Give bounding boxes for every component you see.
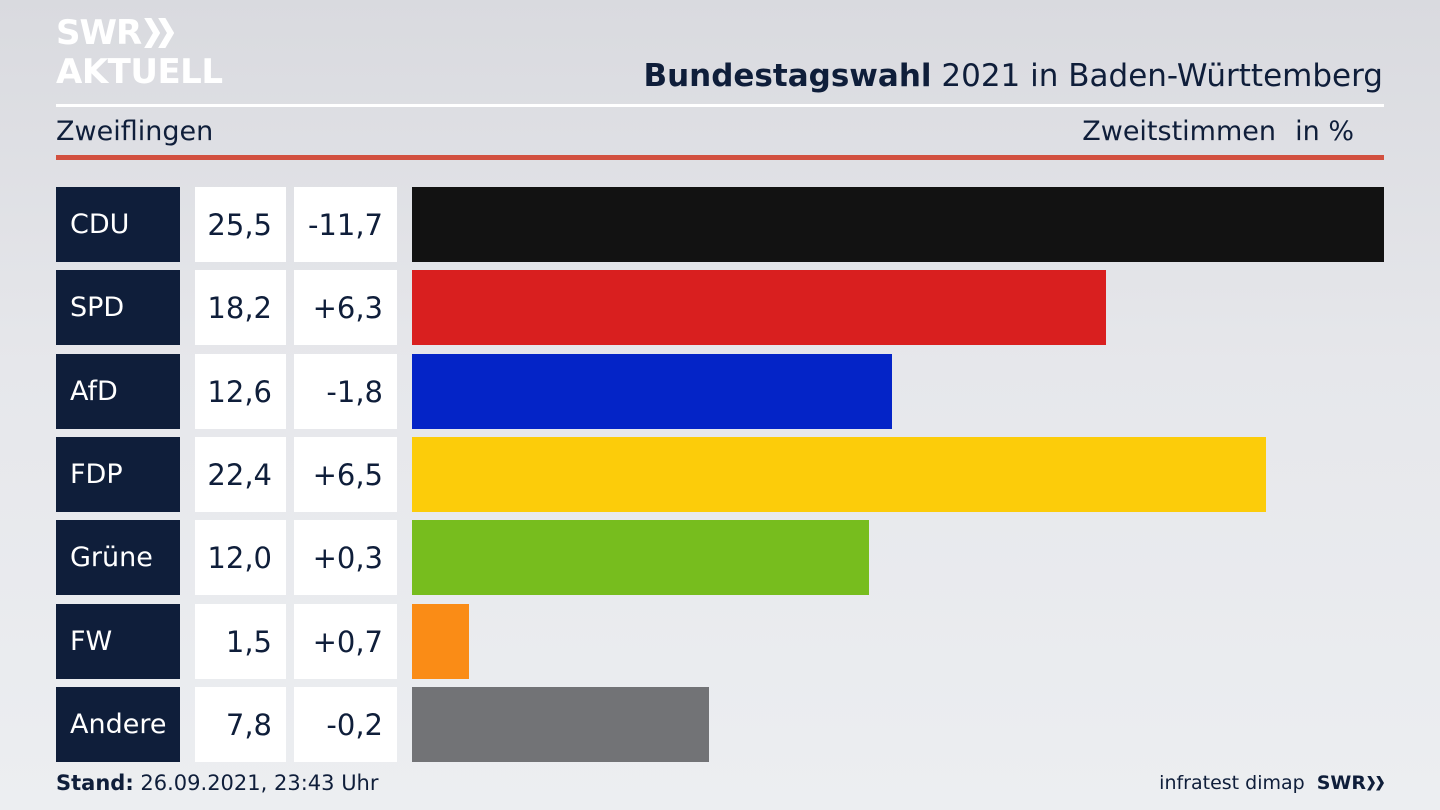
logo-top-line: SWR (56, 14, 223, 52)
party-label: Grüne (56, 520, 180, 595)
chart-title-bold: Bundestagswahl (643, 58, 932, 94)
vote-share-label: 12,6 (195, 354, 286, 429)
region-label: Zweiflingen (56, 116, 214, 147)
vote-share-label: 22,4 (195, 437, 286, 512)
party-label: SPD (56, 270, 180, 345)
result-row: SPD 18,2 +6,3 (56, 270, 1384, 345)
footer-chevron-icon (1376, 775, 1384, 791)
vote-share-bar (412, 520, 869, 595)
swr-footer-logo: SWR (1317, 772, 1384, 794)
party-label: CDU (56, 187, 180, 262)
result-row: FDP 22,4 +6,5 (56, 437, 1384, 512)
result-row: Grüne 12,0 +0,3 (56, 520, 1384, 595)
vote-share-bar (412, 604, 469, 679)
change-label: +0,7 (294, 604, 397, 679)
result-row: FW 1,5 +0,7 (56, 604, 1384, 679)
logo-chevrons-icon (144, 18, 175, 48)
unit-label: in % (1295, 116, 1354, 147)
change-label: +0,3 (294, 520, 397, 595)
vote-share-bar (412, 270, 1106, 345)
change-label: -11,7 (294, 187, 397, 262)
chart-title-rest: 2021 in Baden-Württemberg (941, 58, 1383, 94)
change-label: +6,5 (294, 437, 397, 512)
change-label: -0,2 (294, 687, 397, 762)
vote-share-bar (412, 687, 709, 762)
swr-footer-logo-text: SWR (1316, 772, 1366, 794)
footer-credits: infratest dimap SWR (1159, 772, 1384, 794)
party-label: AfD (56, 354, 180, 429)
subheader-divider (56, 155, 1384, 160)
logo-swr-text: SWR (56, 13, 142, 53)
vote-share-label: 1,5 (195, 604, 286, 679)
change-label: -1,8 (294, 354, 397, 429)
timestamp-label: Stand: (56, 771, 134, 795)
logo-aktuell-text: AKTUELL (56, 52, 223, 92)
footer-chevron-icon (1367, 775, 1375, 791)
header-divider (56, 104, 1384, 107)
timestamp-value: 26.09.2021, 23:43 Uhr (140, 771, 379, 795)
result-row: Andere 7,8 -0,2 (56, 687, 1384, 762)
party-label: Andere (56, 687, 180, 762)
vote-share-label: 25,5 (195, 187, 286, 262)
vote-share-bar (412, 187, 1384, 262)
timestamp: Stand: 26.09.2021, 23:43 Uhr (56, 771, 379, 795)
vote-share-label: 7,8 (195, 687, 286, 762)
measure-label: Zweitstimmen (1082, 116, 1276, 147)
vote-share-label: 12,0 (195, 520, 286, 595)
source-label: infratest dimap (1159, 772, 1305, 794)
party-label: FW (56, 604, 180, 679)
swr-aktuell-logo: SWR AKTUELL (56, 14, 223, 92)
result-row: CDU 25,5 -11,7 (56, 187, 1384, 262)
vote-share-bar (412, 437, 1266, 512)
result-row: AfD 12,6 -1,8 (56, 354, 1384, 429)
change-label: +6,3 (294, 270, 397, 345)
vote-share-label: 18,2 (195, 270, 286, 345)
chart-title: Bundestagswahl 2021 in Baden-Württemberg (643, 58, 1383, 94)
vote-share-bar (412, 354, 892, 429)
party-label: FDP (56, 437, 180, 512)
